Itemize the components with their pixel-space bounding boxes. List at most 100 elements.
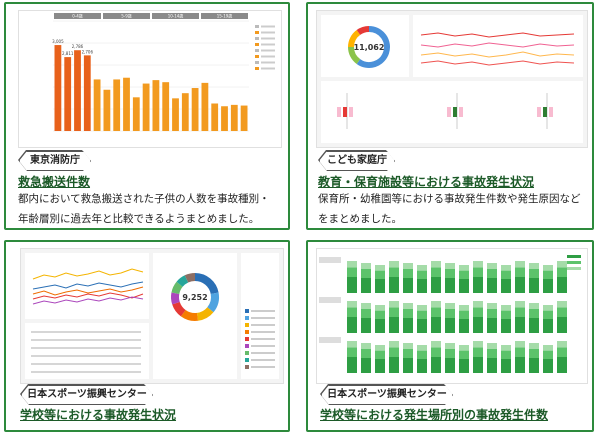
legend-swatch [567,267,581,270]
bar-segment [431,261,441,268]
dot-bar [349,107,353,117]
bar-segment [459,305,469,311]
card-thumbnail[interactable]: 11,062 [316,10,588,148]
legend-text [251,345,275,347]
card-title[interactable]: 学校等における発生場所別の事故発生件数 [320,408,549,422]
bar-label: 3,005 [52,39,64,44]
bar-label: 2,811 [62,51,74,56]
bar-segment [501,279,511,293]
bar-segment [473,357,483,373]
bar-segment [361,318,371,333]
legend-text [251,310,275,312]
bar [240,105,248,131]
bar-segment [347,347,357,357]
table-row [31,371,141,373]
bar-segment [347,261,357,268]
bar-segment [403,358,413,373]
bar-segment [487,303,497,309]
bar-segment [515,301,525,308]
bar-segment [375,265,385,271]
donut-segment [184,273,196,283]
org-tag: 日本スポーツ振興センター [321,385,453,405]
legend-swatch [245,344,249,348]
card-tokyo-fire[interactable]: 0-4歳 5-9歳 10-14歳 15-19歳 3,005 2,811 2,786 2,706… [4,2,290,230]
bar-segment [529,318,539,333]
bar-segment [515,341,525,348]
dashboard-thumbnail: 9,252 [25,253,279,379]
bar-segment [445,343,455,349]
card-cfa[interactable]: 11,062 こども家庭庁 教育・保育施設等における事故発生状況 保育所・幼稚園… [306,2,594,230]
bar-segment [361,269,371,278]
bar-segment [487,349,497,358]
bar-segment [501,270,511,279]
bar-segment [445,269,455,278]
card-title[interactable]: 学校等における事故発生状況 [20,408,177,422]
bar-segment [361,309,371,318]
bar-segment [515,317,525,333]
card-thumbnail[interactable]: 9,252 [20,248,284,384]
panel-header [103,13,150,19]
bar-segment [417,265,427,271]
bar [201,82,209,131]
bar-segment [543,270,553,279]
dot-bar [537,107,541,117]
bar-segment [403,309,413,318]
bar-segment [403,263,413,269]
bar-segment [543,319,553,333]
card-thumbnail[interactable]: 0-4歳 5-9歳 10-14歳 15-19歳 3,005 2,811 2,786 2,706 [18,10,282,148]
bar [93,79,101,131]
line-series [420,51,575,58]
panel-header-label: 15-19歳 [217,13,233,19]
legend-text [251,324,275,326]
bar-segment [361,263,371,269]
bar [74,50,81,131]
legend-text [251,331,275,333]
donut-segment [356,26,390,68]
bar-segment [347,267,357,277]
legend-swatch [245,309,249,313]
row-label [319,297,341,303]
bar [221,106,228,131]
legend-text [251,317,275,319]
legend-swatch [245,323,249,327]
legend-swatch [245,316,249,320]
bar-segment [417,350,427,359]
card-description: 保育所・幼稚園等における事故発生件数や発生原因などをまとめました。 [318,193,581,225]
card-title[interactable]: 教育・保育施設等における事故発生状況 [318,175,535,189]
bar [230,104,238,131]
bar-label: 2,786 [72,44,84,49]
bar [211,103,219,131]
bar-segment [417,345,427,351]
legend-text [251,352,275,354]
dot-bar [453,107,457,117]
legend-swatch [245,358,249,362]
bar-segment [403,278,413,293]
card-thumbnail[interactable] [316,248,588,384]
dot-bar [543,107,547,117]
bar-segment [375,319,385,333]
legend-swatch [255,61,259,64]
bar-segment [431,277,441,293]
bar-segment [431,317,441,333]
bar-segment [389,341,399,348]
bar-segment [375,310,385,319]
bar-segment [459,270,469,279]
bar-segment [389,301,399,308]
bar [181,93,189,131]
legend-swatch [255,37,259,40]
bar-segment [361,343,371,349]
bar-segment [557,341,567,348]
bar-segment [515,357,525,373]
legend-swatch [255,49,259,52]
card-jsc-locations[interactable]: 日本スポーツ振興センター 学校等における発生場所別の事故発生件数 [306,240,594,432]
donut-segment [348,46,361,64]
bar-segment [515,261,525,268]
bar [162,82,170,131]
card-jsc-accidents[interactable]: 9,252 日本スポーツ振興センター 学校等における事故発生状況 [4,240,290,432]
legend-swatch [255,55,259,58]
legend-text [261,37,275,40]
stacked-bar-thumbnail [319,255,581,373]
card-title[interactable]: 救急搬送件数 [18,175,91,189]
bar-segment [543,305,553,311]
